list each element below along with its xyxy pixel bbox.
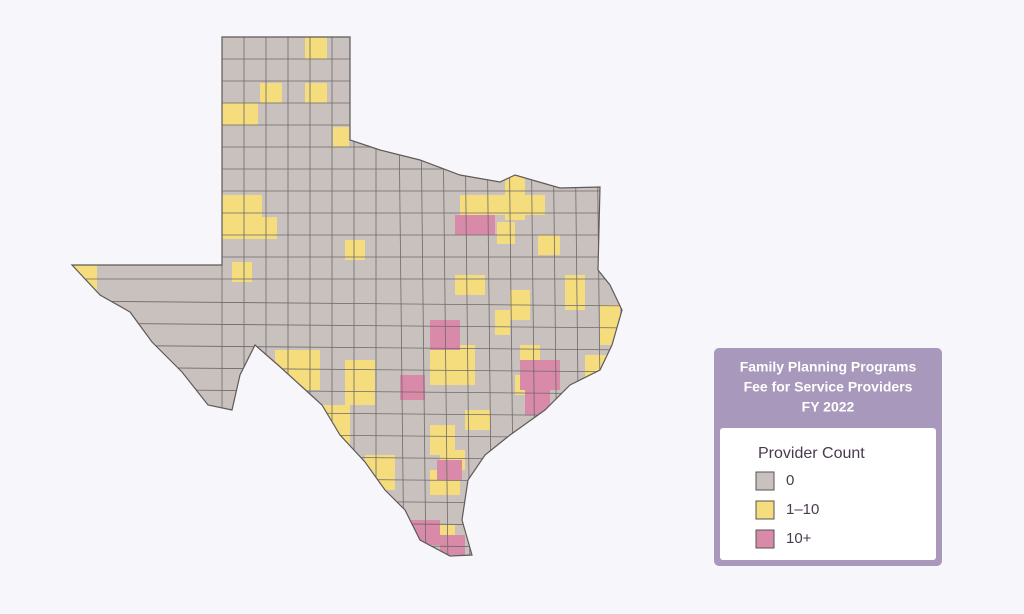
county-border xyxy=(72,322,622,329)
legend-label: 1–10 xyxy=(786,501,819,518)
county-fill xyxy=(305,37,327,59)
county-fill xyxy=(320,405,350,445)
county-border xyxy=(72,300,622,307)
county-border xyxy=(72,542,622,549)
county-fills xyxy=(72,37,620,555)
legend-label: 0 xyxy=(786,472,794,489)
county-fill xyxy=(345,360,375,405)
county-fill xyxy=(455,275,485,295)
county-fill xyxy=(232,262,252,282)
county-fill xyxy=(440,535,465,555)
county-border xyxy=(60,565,640,570)
county-fill xyxy=(538,235,560,255)
legend-swatch xyxy=(755,500,775,520)
legend-title: FY 2022 xyxy=(802,399,855,415)
legend-title: Fee for Service Providers xyxy=(744,379,913,395)
county-border xyxy=(72,476,622,483)
county-fill xyxy=(333,127,349,147)
legend-body xyxy=(720,428,936,560)
county-border xyxy=(72,498,622,505)
county-border xyxy=(72,454,622,461)
county-fill xyxy=(525,390,550,415)
legend-subtitle: Provider Count xyxy=(758,445,865,462)
legend-swatch xyxy=(755,471,775,491)
county-fill xyxy=(365,455,395,490)
county-fill xyxy=(520,360,560,390)
county-border xyxy=(72,520,622,527)
county-fill xyxy=(222,103,258,125)
county-fill xyxy=(520,195,545,215)
county-fill xyxy=(455,215,495,235)
legend-items: 0 1–10 10+ xyxy=(755,471,819,549)
legend-label: 10+ xyxy=(786,530,812,547)
legend-title: Family Planning Programs xyxy=(740,359,917,375)
county-fill xyxy=(222,195,262,217)
legend-swatch xyxy=(755,529,775,549)
county-fill xyxy=(345,240,365,260)
state-outline xyxy=(70,36,623,557)
county-border xyxy=(617,37,622,556)
county-fill xyxy=(497,222,515,244)
county-fill xyxy=(437,460,462,480)
county-fill xyxy=(565,275,585,310)
county-fill xyxy=(275,350,320,390)
county-fill xyxy=(460,195,505,215)
county-fill xyxy=(400,375,425,400)
county-fill xyxy=(495,310,510,335)
county-fill xyxy=(305,83,327,103)
county-fill xyxy=(222,217,277,239)
county-fill xyxy=(260,83,282,103)
county-fill xyxy=(600,305,620,345)
legend: Family Planning Programs Fee for Service… xyxy=(714,348,942,566)
